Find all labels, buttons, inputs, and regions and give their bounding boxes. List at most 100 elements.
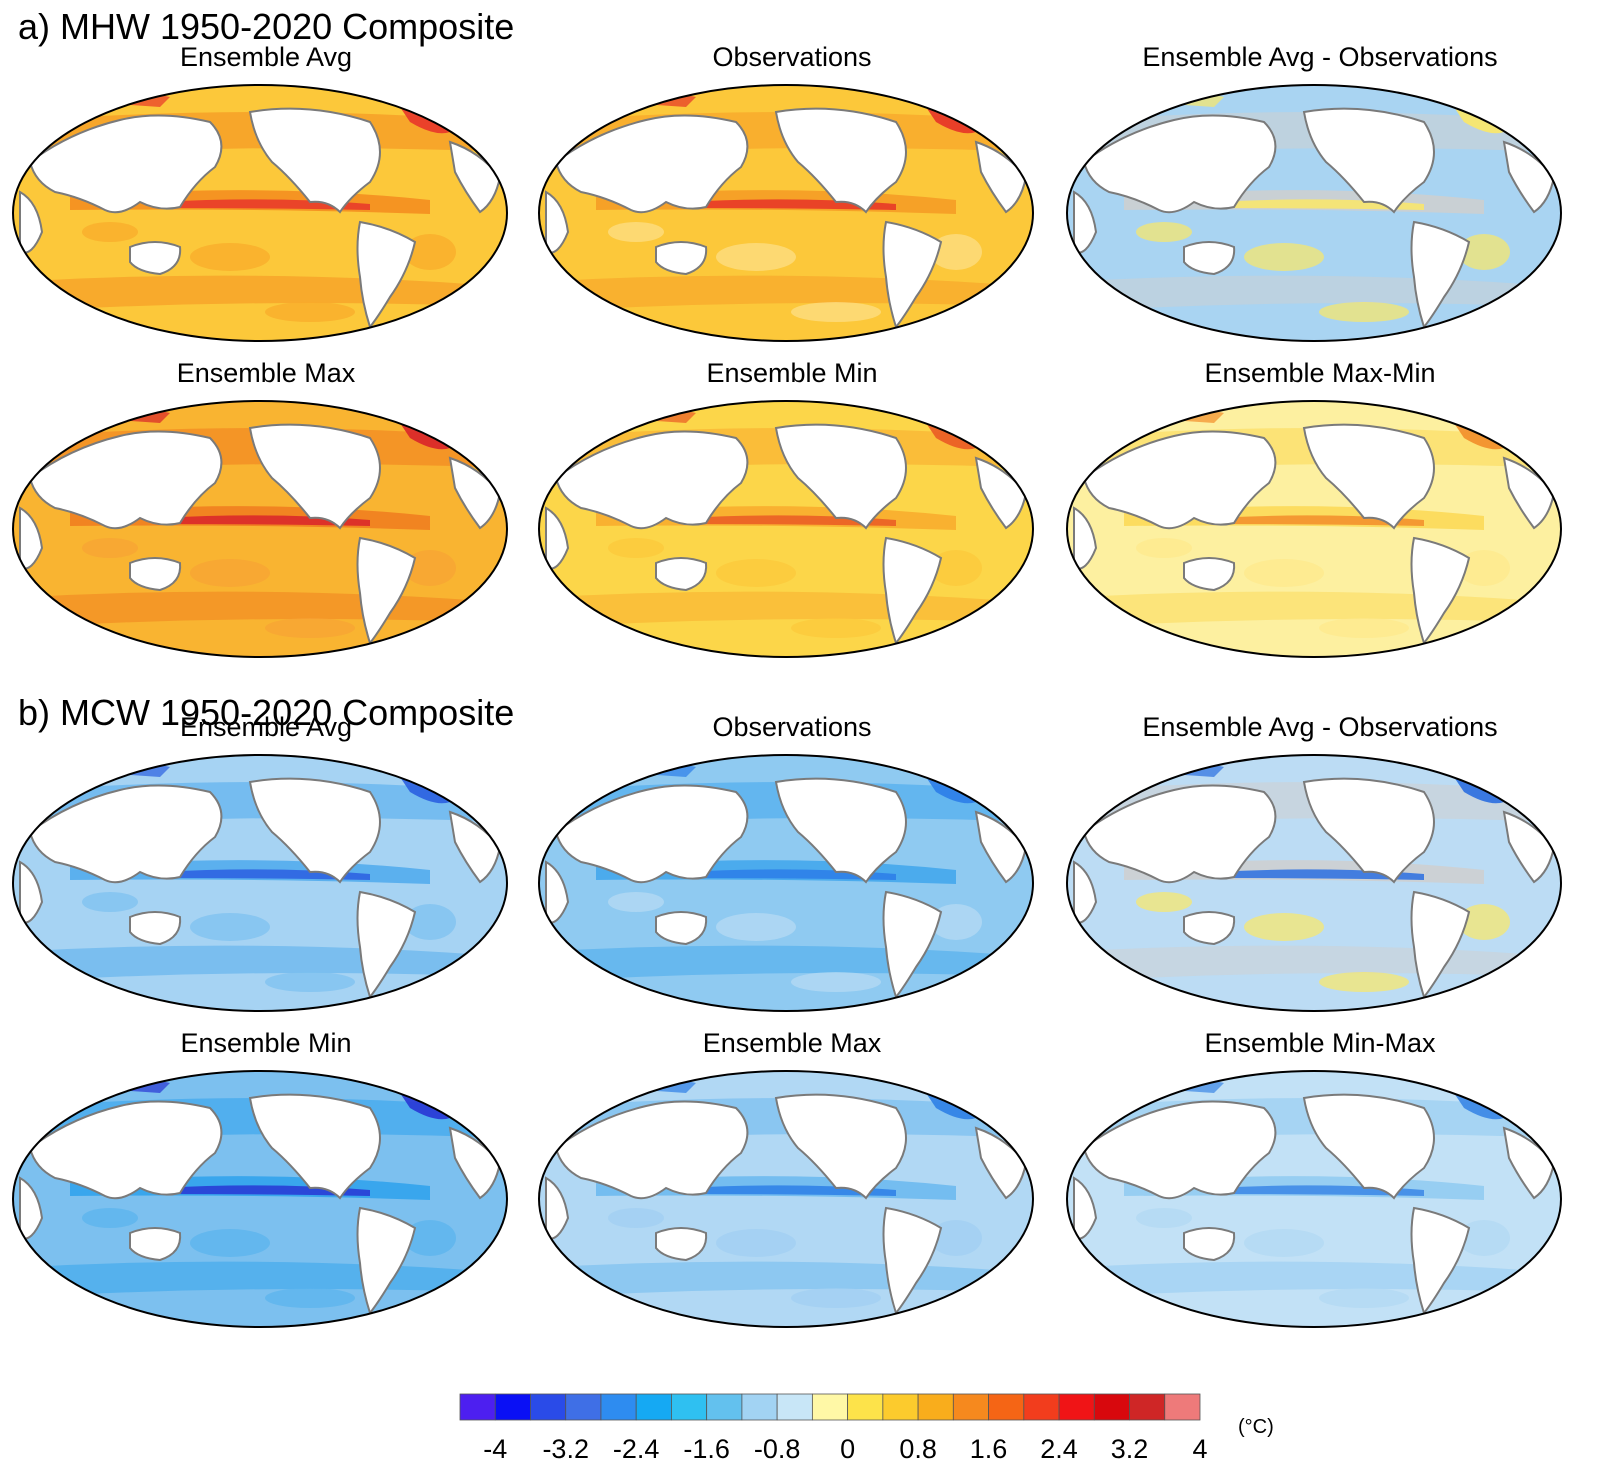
colorbar-tick: 0.8 (899, 1434, 937, 1464)
panel-title: Ensemble Max (176, 358, 356, 388)
anomaly-patch (791, 972, 881, 992)
colorbar-swatch (1164, 1393, 1201, 1421)
map-panel: Ensemble Avg (10, 712, 522, 1012)
landmass (129, 557, 182, 592)
landmass (554, 430, 749, 530)
landmass (882, 1206, 943, 1316)
map-border (12, 400, 508, 658)
map-border (12, 754, 508, 1012)
landmass (1502, 456, 1556, 530)
colorbar-tick: 3.2 (1110, 1434, 1149, 1464)
colorbar-swatch (706, 1393, 743, 1421)
landmass (974, 1126, 1028, 1200)
anomaly-band (1134, 90, 1224, 107)
anomaly-patch (190, 559, 270, 587)
landmass (1502, 140, 1556, 214)
anomaly-patch (1136, 1208, 1192, 1228)
landmass (448, 810, 502, 884)
anomaly-band (606, 406, 696, 423)
anomaly-band (80, 1076, 170, 1093)
anomaly-patch (265, 302, 355, 322)
landmass (248, 1093, 381, 1200)
colorbar-swatch (1129, 1393, 1166, 1421)
colorbar-tick: 4 (1192, 1434, 1208, 1464)
landmass (1502, 1126, 1556, 1200)
landmass (129, 911, 182, 946)
anomaly-patch (1244, 559, 1324, 587)
landmass (655, 241, 708, 276)
panel-title: Ensemble Avg (179, 42, 353, 72)
landmass (774, 107, 907, 214)
world-map (1066, 84, 1562, 342)
landmass (1082, 430, 1277, 530)
world-map (1066, 1070, 1562, 1328)
anomaly-patch (1319, 1288, 1409, 1308)
anomaly-patch (716, 913, 796, 941)
colorbar-swatch (1023, 1393, 1060, 1421)
landmass (28, 1100, 223, 1200)
world-map (538, 754, 1034, 1012)
anomaly-band (606, 1076, 696, 1093)
colorbar-tick-labels: -4 -3.2 -2.4 -1.6 -0.8 0 0.8 1.6 2.4 3.2 4 (0, 1434, 1612, 1464)
landmass (1082, 114, 1277, 214)
panel-title: Ensemble Min-Max (1204, 1028, 1436, 1058)
anomaly-patch (82, 1208, 138, 1228)
colorbar-swatch (811, 1393, 849, 1421)
colorbar-tick: 0 (840, 1434, 856, 1464)
landmass (1410, 1206, 1471, 1316)
panel-title: Ensemble Max-Min (1204, 358, 1436, 388)
anomaly-patch (608, 538, 664, 558)
anomaly-patch (930, 234, 982, 270)
landmass (1183, 241, 1236, 276)
anomaly-patch (930, 550, 982, 586)
anomaly-patch (930, 1220, 982, 1256)
colorbar-swatch (635, 1393, 672, 1421)
anomaly-band (606, 760, 696, 777)
landmass (1183, 557, 1236, 592)
landmass (974, 810, 1028, 884)
panel-title: Ensemble Avg - Observations (1142, 42, 1498, 72)
anomaly-patch (1458, 1220, 1510, 1256)
anomaly-patch (1319, 972, 1409, 992)
anomaly-patch (930, 904, 982, 940)
landmass (28, 784, 223, 884)
map-panel: Ensemble Avg - Observations (1064, 712, 1576, 1012)
anomaly-band (80, 760, 170, 777)
anomaly-patch (404, 904, 456, 940)
anomaly-patch (265, 1288, 355, 1308)
landmass (774, 1093, 907, 1200)
landmass (554, 784, 749, 884)
colorbar-swatch (1093, 1393, 1130, 1421)
map-panel: Ensemble Min (10, 1028, 522, 1328)
panel-title: Ensemble Max (702, 1028, 882, 1058)
map-panel: Ensemble Avg (10, 42, 522, 342)
map-border (538, 1070, 1034, 1328)
panel-title: Ensemble Min (180, 1028, 352, 1058)
landmass (655, 911, 708, 946)
world-map (538, 84, 1034, 342)
anomaly-patch (1136, 892, 1192, 912)
map-border (12, 1070, 508, 1328)
landmass (882, 536, 943, 646)
colorbar-tick: -4 (483, 1434, 508, 1464)
landmass (1502, 810, 1556, 884)
map-panel: Ensemble Min-Max (1064, 1028, 1576, 1328)
colorbar-swatch (741, 1393, 778, 1421)
world-map (1066, 400, 1562, 658)
anomaly-patch (716, 559, 796, 587)
landmass (356, 1206, 417, 1316)
landmass (1183, 1227, 1236, 1262)
landmass (448, 456, 502, 530)
panel-title: Ensemble Avg - Observations (1142, 712, 1498, 742)
anomaly-band (1134, 1076, 1224, 1093)
anomaly-patch (1136, 538, 1192, 558)
colorbar-swatch (600, 1393, 637, 1421)
panel-title: Observations (712, 712, 872, 742)
anomaly-patch (791, 302, 881, 322)
map-border (538, 754, 1034, 1012)
map-border (12, 84, 508, 342)
colorbar-swatch (530, 1393, 567, 1421)
colorbar-swatch (988, 1393, 1025, 1421)
colorbar (459, 1393, 1201, 1421)
colorbar-swatch (459, 1393, 496, 1421)
